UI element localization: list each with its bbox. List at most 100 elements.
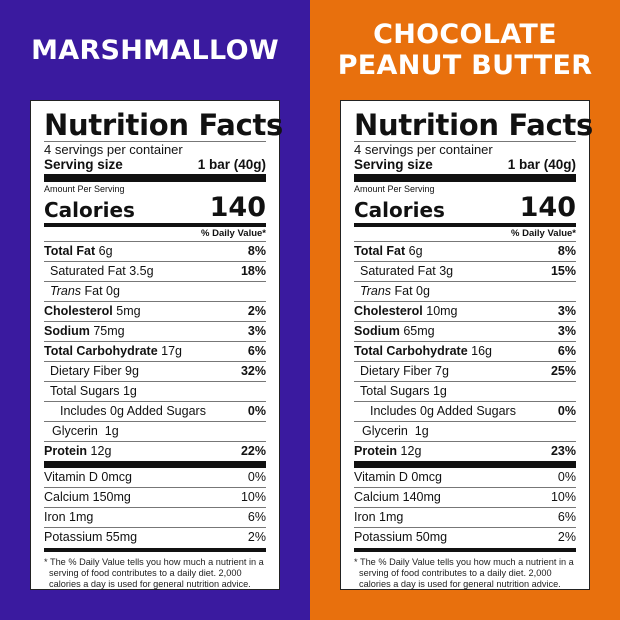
amount-per-serving: Amount Per Serving xyxy=(354,184,435,194)
nutrient-row: Glycerin 1g xyxy=(354,422,576,442)
nutrient-daily-value: 8% xyxy=(247,244,266,258)
nutrient-daily-value: 0% xyxy=(247,404,266,418)
marshmallow-panel: MARSHMALLOW Nutrition Facts 4 servings p… xyxy=(0,0,310,620)
divider-medium xyxy=(354,223,576,227)
nutrient-row: Includes 0g Added Sugars 0% xyxy=(354,402,576,422)
nutrient-row: Cholesterol 5mg 2% xyxy=(44,302,266,322)
nutrient-amount: Glycerin 1g xyxy=(52,424,119,438)
divider-medium xyxy=(44,548,266,552)
nutrient-name: Total Fat xyxy=(354,244,406,258)
serving-size: Serving size 1 bar (40g) xyxy=(44,157,266,172)
vitamin-daily-value: 6% xyxy=(557,510,576,524)
nutrient-amount: 6g xyxy=(95,244,113,258)
footnote: * The % Daily Value tells you how much a… xyxy=(354,557,574,589)
flavor-heading: CHOCOLATE PEANUT BUTTER xyxy=(310,0,620,100)
vitamin-row: Potassium 50mg 2% xyxy=(354,528,576,548)
vitamin-row: Vitamin D 0mcg 0% xyxy=(44,468,266,488)
vitamin-daily-value: 10% xyxy=(550,490,576,504)
nutrient-amount: Includes 0g Added Sugars xyxy=(60,404,206,418)
vitamin-daily-value: 2% xyxy=(247,530,266,544)
vitamin-name: Potassium 55mg xyxy=(44,530,138,544)
vitamin-daily-value: 6% xyxy=(247,510,266,524)
servings-per-container: 4 servings per container xyxy=(354,142,493,157)
nutrient-name-italic: Trans xyxy=(50,284,82,298)
nutrient-row: Total Fat 6g 8% xyxy=(44,242,266,262)
nutrient-name: Cholesterol xyxy=(44,304,113,318)
nutrient-row: Total Sugars 1g xyxy=(44,382,266,402)
nutrient-row: Trans Fat 0g xyxy=(44,282,266,302)
nutrient-name: Protein xyxy=(44,444,88,458)
nutrient-row: Dietary Fiber 7g 25% xyxy=(354,362,576,382)
divider-medium xyxy=(354,548,576,552)
nutrition-label: Nutrition Facts 4 servings per container… xyxy=(30,100,283,590)
amount-per-serving: Amount Per Serving xyxy=(44,184,125,194)
nutrient-daily-value: 3% xyxy=(557,324,576,338)
vitamin-name: Vitamin D 0mcg xyxy=(354,470,442,484)
nutrient-amount: 6g xyxy=(405,244,423,258)
nutrient-row: Sodium 65mg 3% xyxy=(354,322,576,342)
vitamin-daily-value: 0% xyxy=(247,470,266,484)
nutrient-row: Saturated Fat 3.5g 18% xyxy=(44,262,266,282)
vitamin-row: Calcium 150mg 10% xyxy=(44,488,266,508)
nutrient-daily-value: 15% xyxy=(550,264,576,278)
nutrient-daily-value: 23% xyxy=(550,444,576,458)
nutrient-amount: 12g xyxy=(87,444,112,458)
vitamin-row: Iron 1mg 6% xyxy=(44,508,266,528)
nutrient-row: Glycerin 1g xyxy=(44,422,266,442)
serving-size-value: 1 bar (40g) xyxy=(197,157,266,172)
nutrient-amount: 10mg xyxy=(422,304,458,318)
nutrient-daily-value: 22% xyxy=(240,444,266,458)
nutrient-amount: Glycerin 1g xyxy=(362,424,429,438)
nutrient-daily-value: 2% xyxy=(247,304,266,318)
nutrient-name: Protein xyxy=(354,444,398,458)
nutrient-daily-value: 0% xyxy=(557,404,576,418)
nutrient-row: Total Carbohydrate 16g 6% xyxy=(354,342,576,362)
footnote: * The % Daily Value tells you how much a… xyxy=(44,557,264,589)
vitamin-row: Calcium 140mg 10% xyxy=(354,488,576,508)
calories-value: 140 xyxy=(519,192,576,223)
flavor-heading: MARSHMALLOW xyxy=(0,0,310,100)
serving-size: Serving size 1 bar (40g) xyxy=(354,157,576,172)
vitamin-name: Potassium 50mg xyxy=(354,530,448,544)
calories-label: Calories xyxy=(354,198,445,222)
calories-label: Calories xyxy=(44,198,135,222)
nutrient-amount: 5mg xyxy=(112,304,141,318)
nutrient-row: Protein 12g 22% xyxy=(44,442,266,462)
nutrient-row: Saturated Fat 3g 15% xyxy=(354,262,576,282)
nutrient-row: Dietary Fiber 9g 32% xyxy=(44,362,266,382)
nutrient-daily-value: 6% xyxy=(557,344,576,358)
nutrient-name: Sodium xyxy=(44,324,90,338)
calories-row: Calories 140 xyxy=(354,192,576,223)
nutrient-amount: 65mg xyxy=(399,324,435,338)
nutrient-daily-value: 25% xyxy=(550,364,576,378)
nutrient-amount: 16g xyxy=(467,344,493,358)
nutrient-amount: Saturated Fat 3.5g xyxy=(50,264,154,278)
calories-value: 140 xyxy=(209,192,266,223)
nutrient-amount: Dietary Fiber 7g xyxy=(360,364,449,378)
servings-per-container: 4 servings per container xyxy=(44,142,183,157)
nutrient-name: Sodium xyxy=(354,324,400,338)
nutrient-row: Includes 0g Added Sugars 0% xyxy=(44,402,266,422)
vitamin-name: Calcium 140mg xyxy=(354,490,441,504)
serving-size-label: Serving size xyxy=(354,157,433,172)
nutrient-amount: 75mg xyxy=(89,324,125,338)
vitamin-daily-value: 2% xyxy=(557,530,576,544)
nutrient-name: Total Carbohydrate xyxy=(354,344,468,358)
calories-row: Calories 140 xyxy=(44,192,266,223)
nutrient-daily-value: 3% xyxy=(247,324,266,338)
nutrient-row: Total Carbohydrate 17g 6% xyxy=(44,342,266,362)
vitamin-daily-value: 0% xyxy=(557,470,576,484)
nutrient-amount: 17g xyxy=(157,344,183,358)
nutrient-name: Cholesterol xyxy=(354,304,423,318)
nutrient-amount: Total Sugars 1g xyxy=(360,384,447,398)
vitamin-name: Iron 1mg xyxy=(354,510,404,524)
nutrient-row: Protein 12g 23% xyxy=(354,442,576,462)
nutrient-amount: 12g xyxy=(397,444,422,458)
vitamin-daily-value: 10% xyxy=(240,490,266,504)
nutrient-row: Total Fat 6g 8% xyxy=(354,242,576,262)
nutrient-amount: Dietary Fiber 9g xyxy=(50,364,139,378)
vitamin-name: Calcium 150mg xyxy=(44,490,131,504)
nutrient-row: Sodium 75mg 3% xyxy=(44,322,266,342)
vitamin-row: Iron 1mg 6% xyxy=(354,508,576,528)
divider-medium xyxy=(44,223,266,227)
